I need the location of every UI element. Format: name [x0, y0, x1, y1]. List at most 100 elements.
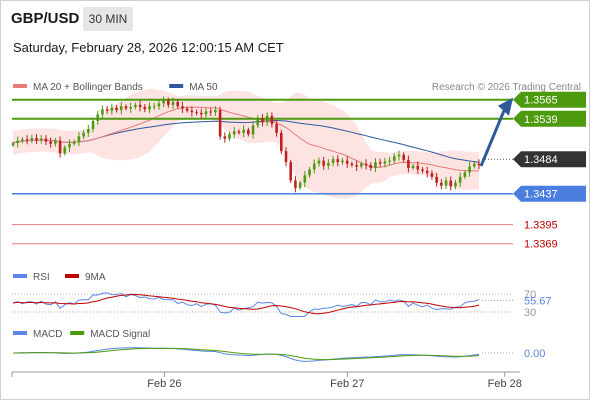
candle-body: [124, 106, 128, 109]
candle-body: [331, 159, 335, 163]
candle-body: [91, 121, 95, 130]
candle-body: [214, 109, 217, 113]
candle-body: [96, 114, 100, 121]
candle-body: [265, 115, 269, 123]
candle-body: [411, 165, 415, 169]
support-value: 1.3437: [524, 189, 558, 201]
candle-body: [322, 160, 325, 166]
candle-body: [477, 163, 481, 166]
candle-body: [360, 163, 363, 167]
candle-body: [458, 176, 462, 183]
candle-body: [39, 138, 43, 141]
candle-body: [25, 139, 29, 141]
candle-body: [35, 137, 38, 141]
candle-body: [242, 129, 245, 133]
macd-legend-swatch: [70, 331, 85, 335]
candle-body: [223, 136, 227, 139]
candle-body: [345, 160, 349, 164]
candle-body: [181, 106, 184, 109]
candle-body: [317, 160, 321, 164]
candle-body: [355, 165, 358, 167]
candle-body: [280, 132, 283, 152]
interval-badge[interactable]: 30 MIN: [83, 7, 133, 31]
candle-body: [336, 159, 340, 163]
legend-label: MA 20 + Bollinger Bands: [33, 82, 143, 93]
rsi-level-30: 30: [524, 307, 536, 319]
candle-body: [232, 131, 236, 135]
candle-body: [77, 136, 81, 142]
candle-body: [397, 154, 401, 157]
support-tag: [513, 185, 586, 202]
candle-body: [425, 170, 429, 174]
resistance-value: 1.3565: [524, 95, 558, 107]
current-price-value: 1.3484: [524, 154, 558, 166]
candle-body: [101, 109, 104, 115]
candle-body: [105, 109, 109, 111]
candle-body: [312, 163, 316, 170]
candle-body: [143, 107, 147, 110]
candle-body: [72, 141, 76, 144]
candle-body: [444, 180, 448, 186]
candle-body: [237, 131, 241, 133]
x-axis-tick-label: Feb 28: [488, 378, 522, 390]
candle-body: [171, 101, 175, 105]
legend-label: MA 50: [189, 82, 218, 93]
x-axis-tick-label: Feb 26: [147, 378, 181, 390]
candle-body: [16, 140, 20, 144]
timestamp: Saturday, February 28, 2026 12:00:15 AM …: [13, 40, 284, 55]
resistance-value: 1.3539: [524, 114, 558, 126]
candle-body: [256, 118, 260, 126]
current-price-tag: [513, 151, 586, 168]
candle-body: [49, 141, 52, 144]
candle-body: [228, 134, 231, 139]
legend-swatch: [13, 84, 27, 88]
candle-body: [251, 125, 255, 135]
candle-body: [82, 132, 85, 137]
minor-level-value: 1.3395: [524, 220, 558, 232]
macd-legend-label: MACD Signal: [90, 329, 150, 340]
resistance-tag: [513, 110, 586, 127]
candle-body: [134, 104, 137, 108]
candle-body: [298, 182, 302, 188]
candle-body: [308, 169, 311, 176]
macd-legend-label: MACD: [33, 329, 62, 340]
x-axis-tick-label: Feb 27: [330, 378, 364, 390]
bollinger-bands: [13, 88, 479, 199]
candle-body: [138, 104, 142, 108]
candle-body: [199, 112, 203, 115]
candle-body: [454, 182, 457, 187]
candle-body: [284, 151, 288, 163]
candle-body: [204, 111, 208, 115]
minor-level-value: 1.3369: [524, 239, 558, 251]
candle-body: [392, 156, 396, 161]
candle-body: [195, 112, 198, 114]
candle-body: [119, 106, 123, 110]
candle-body: [407, 159, 410, 169]
candle-body: [58, 140, 62, 154]
rsi-legend-swatch: [13, 274, 27, 278]
candle-body: [270, 115, 274, 124]
candle-body: [275, 123, 278, 133]
candle-body: [162, 100, 165, 104]
candle-body: [115, 107, 118, 110]
rsi-ma-line: [12, 293, 480, 315]
candle-body: [87, 129, 90, 133]
candle-body: [350, 163, 354, 166]
rsi-legend-label: 9MA: [85, 272, 106, 283]
candle-body: [261, 118, 264, 123]
candle-body: [378, 162, 382, 164]
candle-body: [449, 180, 453, 187]
rsi-legend-label: RSI: [33, 272, 50, 283]
forecast-arrow-shaft: [479, 110, 506, 167]
candle-body: [383, 161, 387, 164]
legend-swatch: [169, 84, 184, 88]
candle-body: [44, 138, 48, 142]
macd-last-value: 0.00: [524, 348, 545, 360]
candle-body: [30, 137, 34, 141]
candle-body: [430, 173, 434, 177]
candle-body: [157, 103, 161, 107]
candle-body: [63, 147, 67, 154]
ma20-line: [12, 106, 480, 172]
